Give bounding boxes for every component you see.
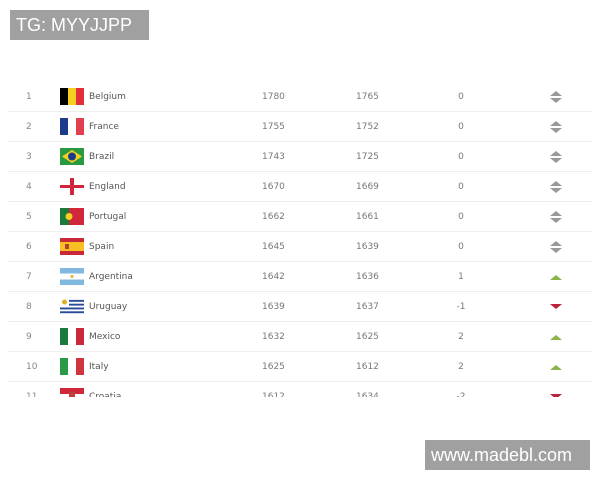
rank-change: 0 <box>458 242 464 252</box>
team-name[interactable]: Mexico <box>89 332 121 342</box>
team-name[interactable]: Belgium <box>89 92 126 102</box>
rank: 2 <box>26 122 32 132</box>
previous-points: 1634 <box>356 392 379 397</box>
arrow-up-icon <box>549 330 563 344</box>
points: 1780 <box>262 92 285 102</box>
flag-icon <box>60 88 84 105</box>
table-row[interactable]: 8 Uruguay 1639 1637 -1 <box>8 292 592 322</box>
flag-icon <box>60 148 84 165</box>
previous-points: 1765 <box>356 92 379 102</box>
flag-icon <box>60 358 84 375</box>
rank-change: 2 <box>458 362 464 372</box>
rank-change: 2 <box>458 332 464 342</box>
rank-change: 0 <box>458 92 464 102</box>
flag-icon <box>60 178 84 195</box>
points: 1612 <box>262 392 285 397</box>
previous-points: 1639 <box>356 242 379 252</box>
flag-icon <box>60 268 84 285</box>
rank: 8 <box>26 302 32 312</box>
rank-change: 0 <box>458 212 464 222</box>
team-name[interactable]: Uruguay <box>89 302 128 312</box>
points: 1662 <box>262 212 285 222</box>
ranking-table: 1 Belgium 1780 1765 0 2 France 1755 1752… <box>8 82 592 397</box>
flag-icon <box>60 238 84 255</box>
team-name[interactable]: France <box>89 122 119 132</box>
table-row[interactable]: 2 France 1755 1752 0 <box>8 112 592 142</box>
rank: 3 <box>26 152 32 162</box>
team-name[interactable]: Brazil <box>89 152 115 162</box>
no-change-icon <box>549 90 563 104</box>
team-name[interactable]: Argentina <box>89 272 133 282</box>
team-name[interactable]: Spain <box>89 242 115 252</box>
rank: 6 <box>26 242 32 252</box>
table-row[interactable]: 9 Mexico 1632 1625 2 <box>8 322 592 352</box>
arrow-down-icon <box>549 300 563 314</box>
table-row[interactable]: 10 Italy 1625 1612 2 <box>8 352 592 382</box>
rank-change: 1 <box>458 272 464 282</box>
previous-points: 1752 <box>356 122 379 132</box>
table-row[interactable]: 3 Brazil 1743 1725 0 <box>8 142 592 172</box>
rank-change: -2 <box>456 392 466 397</box>
points: 1639 <box>262 302 285 312</box>
previous-points: 1725 <box>356 152 379 162</box>
rank-change: -1 <box>456 302 466 312</box>
watermark-bottom: www.madebl.com <box>425 440 590 470</box>
points: 1632 <box>262 332 285 342</box>
rank-change: 0 <box>458 182 464 192</box>
previous-points: 1661 <box>356 212 379 222</box>
table-row[interactable]: 11 Croatia 1612 1634 -2 <box>8 382 592 397</box>
rank: 7 <box>26 272 32 282</box>
table-row[interactable]: 4 England 1670 1669 0 <box>8 172 592 202</box>
flag-icon <box>60 118 84 135</box>
points: 1642 <box>262 272 285 282</box>
previous-points: 1612 <box>356 362 379 372</box>
table-row[interactable]: 6 Spain 1645 1639 0 <box>8 232 592 262</box>
previous-points: 1637 <box>356 302 379 312</box>
flag-icon <box>60 298 84 315</box>
arrow-up-icon <box>549 270 563 284</box>
team-name[interactable]: Italy <box>89 362 109 372</box>
no-change-icon <box>549 210 563 224</box>
team-name[interactable]: Portugal <box>89 212 127 222</box>
no-change-icon <box>549 120 563 134</box>
rank-change: 0 <box>458 122 464 132</box>
rank: 5 <box>26 212 32 222</box>
rank: 4 <box>26 182 32 192</box>
previous-points: 1625 <box>356 332 379 342</box>
rank: 11 <box>26 392 38 397</box>
rank-change: 0 <box>458 152 464 162</box>
rank: 9 <box>26 332 32 342</box>
table-row[interactable]: 7 Argentina 1642 1636 1 <box>8 262 592 292</box>
previous-points: 1669 <box>356 182 379 192</box>
table-row[interactable]: 5 Portugal 1662 1661 0 <box>8 202 592 232</box>
points: 1755 <box>262 122 285 132</box>
table-row[interactable]: 1 Belgium 1780 1765 0 <box>8 82 592 112</box>
rank: 10 <box>26 362 38 372</box>
points: 1670 <box>262 182 285 192</box>
points: 1625 <box>262 362 285 372</box>
flag-icon <box>60 208 84 225</box>
watermark-top: TG: MYYJJPP <box>10 10 149 40</box>
rank: 1 <box>26 92 32 102</box>
arrow-down-icon <box>549 390 563 397</box>
no-change-icon <box>549 180 563 194</box>
points: 1645 <box>262 242 285 252</box>
arrow-up-icon <box>549 360 563 374</box>
previous-points: 1636 <box>356 272 379 282</box>
no-change-icon <box>549 150 563 164</box>
points: 1743 <box>262 152 285 162</box>
flag-icon <box>60 328 84 345</box>
flag-icon <box>60 388 84 397</box>
no-change-icon <box>549 240 563 254</box>
team-name[interactable]: England <box>89 182 126 192</box>
team-name[interactable]: Croatia <box>89 392 122 397</box>
